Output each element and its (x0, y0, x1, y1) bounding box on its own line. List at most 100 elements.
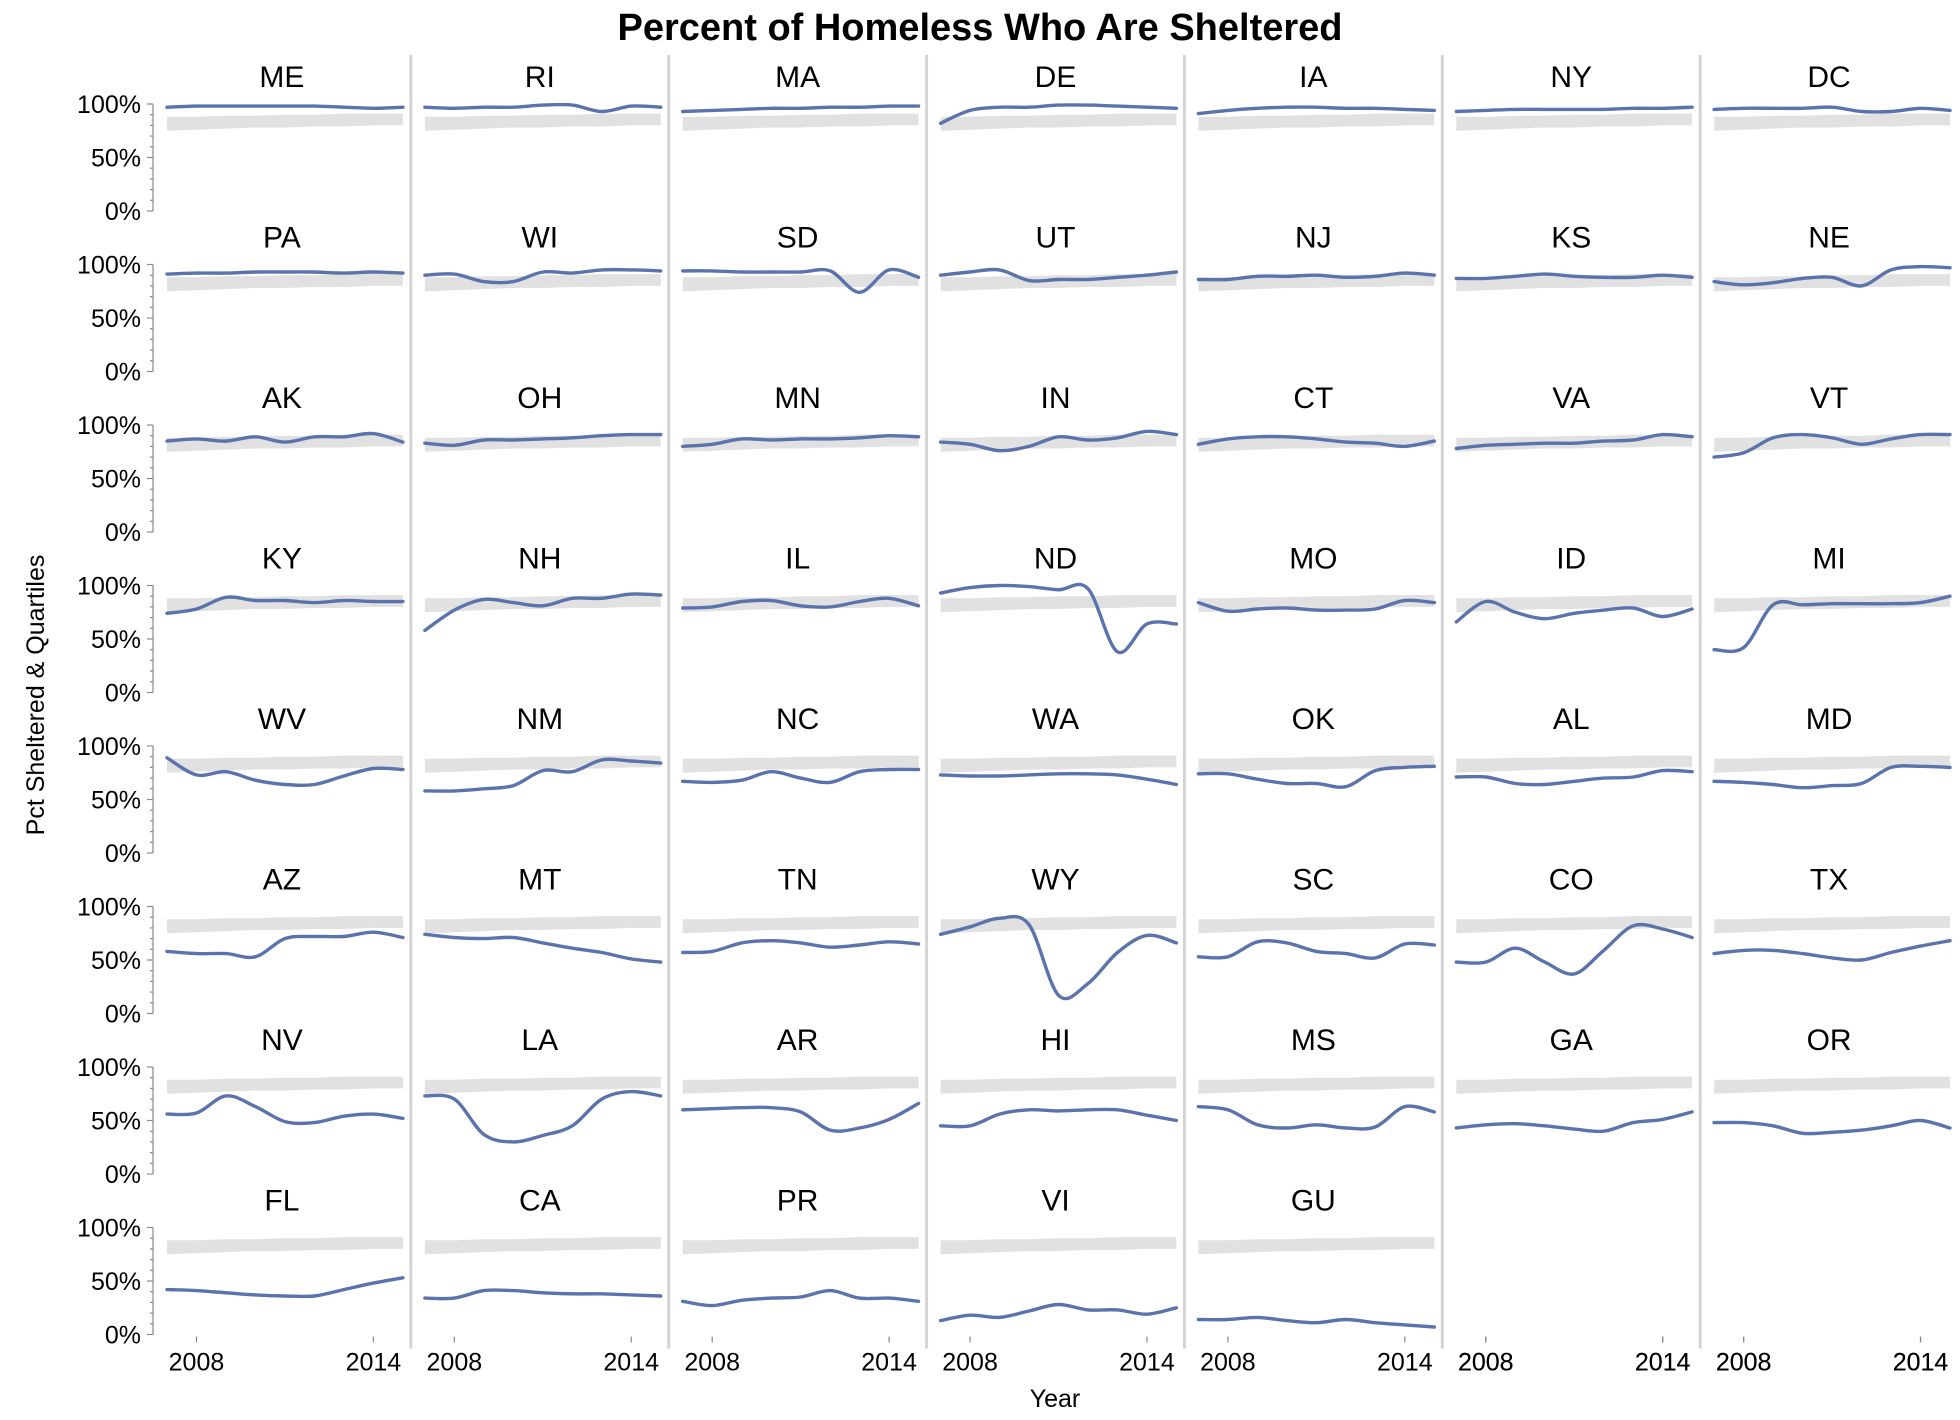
quartile-band (682, 1237, 919, 1255)
facet-panel-ky: KY 0% 50% 100% (77, 543, 405, 708)
facet-title: CO (1549, 864, 1594, 897)
y-axis-title: Pct Sheltered & Quartiles (22, 555, 50, 836)
facet-title: MS (1291, 1024, 1336, 1057)
facet-title: KS (1551, 222, 1591, 255)
y-tick-label: 50% (91, 947, 141, 975)
series-line-vt (1712, 432, 1952, 459)
facet-title: NV (261, 1024, 303, 1057)
quartile-band (167, 1237, 403, 1255)
facet-panel-mi: MI (1712, 543, 1952, 654)
facet-panel-tx: TX (1712, 864, 1952, 962)
quartile-band (424, 595, 661, 613)
facet-title: IA (1299, 61, 1327, 94)
series-line-wv (165, 756, 405, 787)
facet-title: WV (258, 703, 306, 736)
facet-panel-in: IN (938, 382, 1179, 453)
facet-panel-sc: SC (1196, 864, 1436, 960)
facet-panel-az: AZ 0% 50% 100% (77, 864, 405, 1029)
facet-title: NM (516, 703, 563, 736)
facet-grid: ME 0% 50% 100% RI MA DE IA NY DC PA 0% 50% 100% WI SD UT… (77, 55, 1952, 1377)
facet-panel-wa: WA (938, 703, 1179, 787)
facet-title: VI (1041, 1185, 1069, 1218)
facet-title: GU (1291, 1185, 1336, 1218)
series-line-hi (938, 1107, 1179, 1129)
series-line-vi (938, 1302, 1179, 1323)
y-tick-label: 100% (77, 894, 141, 922)
x-tick-label: 2014 (861, 1349, 917, 1377)
x-tick-label: 2014 (1635, 1349, 1691, 1377)
series-line-ca (423, 1288, 663, 1301)
facet-panel-vi: VI 2008 2014 (938, 1185, 1179, 1377)
facet-panel-ok: OK (1196, 703, 1436, 789)
series-line-ut (938, 267, 1179, 283)
facet-title: HI (1041, 1024, 1071, 1057)
quartile-band (1714, 916, 1950, 934)
facet-panel-ny: NY (1454, 61, 1694, 131)
facet-title: DE (1035, 61, 1077, 94)
quartile-band (682, 1076, 919, 1094)
quartile-band (167, 274, 403, 292)
facet-panel-ia: IA (1196, 61, 1436, 131)
facet-panel-mo: MO (1196, 543, 1436, 614)
series-line-pr (681, 1288, 921, 1308)
facet-title: KY (262, 543, 302, 576)
series-line-ok (1196, 764, 1436, 789)
facet-title: MA (775, 61, 820, 94)
x-tick-label: 2014 (1893, 1349, 1949, 1377)
facet-title: IL (785, 543, 810, 576)
facet-title: MT (518, 864, 561, 897)
facet-title: NY (1550, 61, 1592, 94)
facet-title: IN (1041, 382, 1071, 415)
facet-title: MO (1289, 543, 1337, 576)
y-tick-label: 50% (91, 1268, 141, 1296)
quartile-band (1714, 1076, 1950, 1094)
facet-title: NE (1808, 222, 1850, 255)
x-tick-label: 2008 (1716, 1349, 1772, 1377)
series-line-ar (681, 1101, 921, 1133)
quartile-band (424, 916, 661, 934)
quartile-band (1198, 755, 1435, 773)
series-line-wy (938, 914, 1179, 1001)
quartile-band (1456, 1076, 1693, 1094)
facet-title: MD (1806, 703, 1853, 736)
facet-title: OR (1807, 1024, 1852, 1057)
x-tick-label: 2014 (1377, 1349, 1433, 1377)
facet-title: TX (1810, 864, 1848, 897)
quartile-band (682, 113, 919, 131)
facet-panel-wi: WI (423, 222, 663, 292)
series-line-ne (1712, 264, 1952, 288)
quartile-band (1198, 1076, 1435, 1094)
y-tick-label: 0% (105, 1001, 141, 1029)
series-line-ri (423, 102, 663, 114)
facet-panel-tn: TN (681, 864, 921, 955)
series-line-or (1712, 1118, 1952, 1136)
series-line-mt (423, 932, 663, 964)
facet-panel-ar: AR (681, 1024, 921, 1133)
x-tick-label: 2014 (1893, 1349, 1949, 1377)
y-tick-label: 0% (105, 1161, 141, 1189)
quartile-band (940, 755, 1177, 773)
series-line-in (938, 429, 1179, 453)
facet-panel-mn: MN (681, 382, 921, 452)
facet-panel-mt: MT (423, 864, 663, 964)
y-tick-label: 100% (77, 573, 141, 601)
quartile-band (167, 1076, 403, 1094)
series-line-fl (165, 1276, 405, 1299)
series-line-id (1454, 599, 1694, 624)
facet-title: ND (1034, 543, 1077, 576)
facet-panel-ms: MS (1196, 1024, 1436, 1131)
facet-panel-or: OR 2008 2014 (1712, 1024, 1952, 1377)
facet-panel-wv: WV 0% 50% 100% (77, 703, 405, 868)
series-line-ia (1196, 105, 1436, 116)
facet-panel-dc: DC (1712, 61, 1952, 131)
facet-panel-ga: GA 2008 2014 (1454, 1024, 1694, 1377)
quartile-band (424, 113, 661, 131)
x-tick-label: 2008 (684, 1349, 740, 1377)
quartile-band (1456, 755, 1693, 773)
facet-title: PA (263, 222, 301, 255)
quartile-band (167, 113, 403, 131)
facet-panel-oh: OH (423, 382, 663, 452)
facet-title: ID (1556, 543, 1586, 576)
series-line-ms (1196, 1104, 1436, 1131)
